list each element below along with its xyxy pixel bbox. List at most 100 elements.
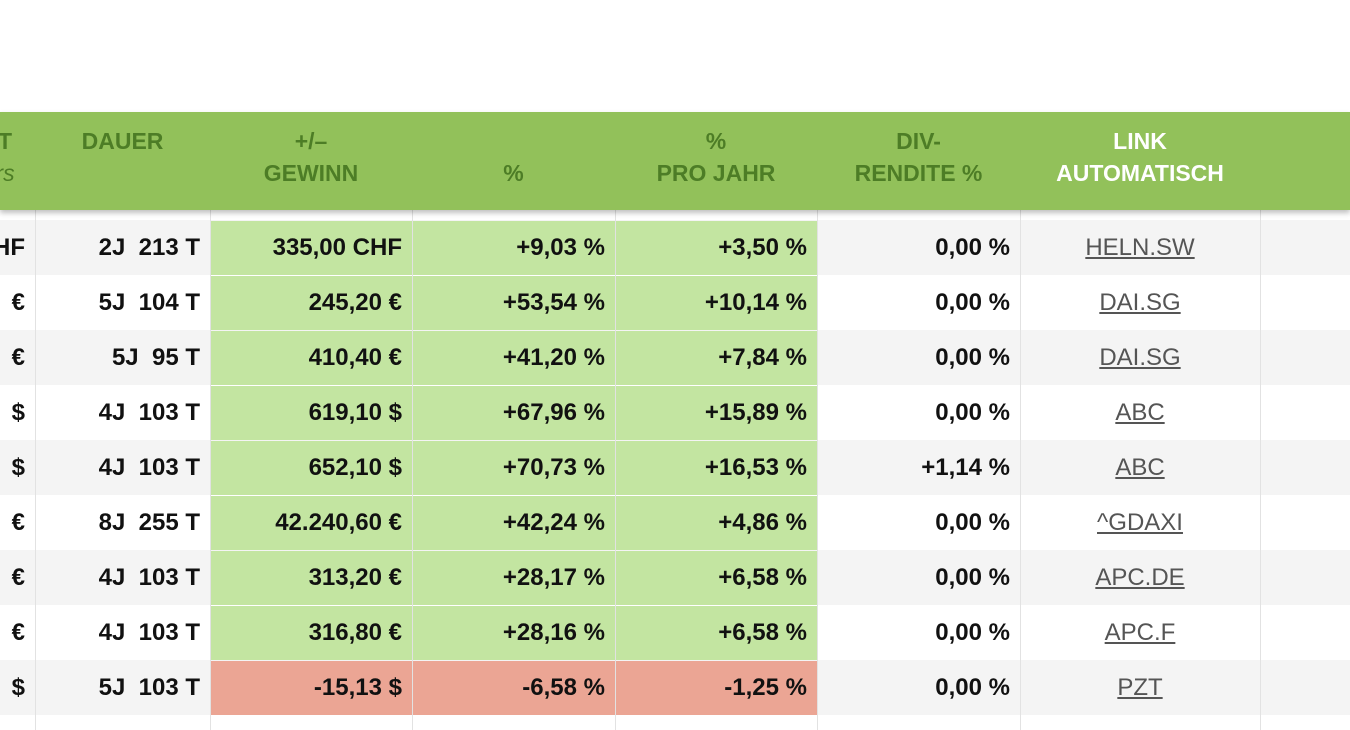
cell-text: +41,20 % xyxy=(502,344,605,371)
ticker-link[interactable]: ^GDAXI xyxy=(1097,509,1183,536)
cell-text: 4J 103 T xyxy=(98,619,200,646)
header-label: LINK xyxy=(1113,128,1167,154)
cell-highlight xyxy=(211,551,412,605)
cell-highlight xyxy=(211,276,412,330)
cell-text: 410,40 € xyxy=(308,344,402,371)
grid-line xyxy=(1020,210,1021,730)
cell-text: 0,00 % xyxy=(935,234,1010,261)
cell-text: +6,58 % xyxy=(718,564,807,591)
cell-text: +15,89 % xyxy=(704,399,807,426)
cell-highlight xyxy=(211,441,412,495)
cell-text: -15,13 $ xyxy=(313,674,402,701)
cell-highlight xyxy=(616,386,817,440)
header-label: GEWINN xyxy=(263,160,359,186)
cell-text: 2J 213 T xyxy=(98,234,200,261)
cell-highlight xyxy=(616,606,817,660)
cell-text: 42.240,60 € xyxy=(275,509,402,536)
cell-text: 4J 103 T xyxy=(98,564,200,591)
cell-text: 5J 103 T xyxy=(98,674,200,701)
header-label: PRO JAHR xyxy=(656,160,776,186)
cell-text: € xyxy=(11,289,25,316)
cell-text: € xyxy=(11,509,25,536)
cell-highlight xyxy=(616,276,817,330)
header-label: rs xyxy=(0,160,15,186)
cell-text: +7,84 % xyxy=(718,344,807,371)
ticker-link[interactable]: ABC xyxy=(1115,399,1165,426)
cell-highlight xyxy=(616,551,817,605)
cell-text: +16,53 % xyxy=(704,454,807,481)
header-label: DIV- xyxy=(896,128,941,154)
cell-text: +9,03 % xyxy=(516,234,605,261)
cell-text: $ xyxy=(11,454,25,481)
cell-text: +42,24 % xyxy=(502,509,605,536)
cell-text: -6,58 % xyxy=(522,674,605,701)
header-label: +/– xyxy=(294,128,328,154)
grid-line xyxy=(817,210,818,730)
cell-text: +67,96 % xyxy=(502,399,605,426)
grid-line xyxy=(35,210,36,730)
cell-text: 4J 103 T xyxy=(98,454,200,481)
cell-text: 335,00 CHF xyxy=(272,234,402,261)
cell-text: 0,00 % xyxy=(935,509,1010,536)
cell-text: 245,20 € xyxy=(308,289,402,316)
header-label: T xyxy=(0,128,13,154)
grid-line xyxy=(615,210,616,730)
cell-text: +3,50 % xyxy=(718,234,807,261)
cell-text: +6,58 % xyxy=(718,619,807,646)
cell-highlight xyxy=(211,331,412,385)
grid-line xyxy=(412,210,413,730)
cell-text: +10,14 % xyxy=(704,289,807,316)
header-band xyxy=(0,112,1350,210)
cell-highlight xyxy=(211,661,412,715)
cell-highlight xyxy=(616,441,817,495)
cell-highlight xyxy=(616,496,817,550)
cell-text: 652,10 $ xyxy=(308,454,402,481)
cell-highlight xyxy=(413,221,615,275)
cell-highlight xyxy=(413,661,615,715)
cell-text: 0,00 % xyxy=(935,399,1010,426)
cell-text: 313,20 € xyxy=(308,564,402,591)
cell-text: 0,00 % xyxy=(935,619,1010,646)
cell-highlight xyxy=(616,331,817,385)
cell-text: +4,86 % xyxy=(718,509,807,536)
cell-text: $ xyxy=(11,399,25,426)
cell-highlight xyxy=(413,496,615,550)
cell-text: € xyxy=(11,564,25,591)
header-label: % xyxy=(705,128,727,154)
cell-highlight xyxy=(211,221,412,275)
cell-text: +28,17 % xyxy=(502,564,605,591)
ticker-link[interactable]: APC.DE xyxy=(1095,564,1185,591)
cell-text: 5J 104 T xyxy=(98,289,200,316)
cell-text: 0,00 % xyxy=(935,564,1010,591)
cell-highlight xyxy=(413,606,615,660)
cell-text: € xyxy=(11,619,25,646)
cell-text: 619,10 $ xyxy=(308,399,402,426)
cell-highlight xyxy=(211,386,412,440)
header-label: % xyxy=(503,160,524,186)
cell-text: 8J 255 T xyxy=(98,509,200,536)
grid-line xyxy=(210,210,211,730)
ticker-link[interactable]: APC.F xyxy=(1104,619,1176,646)
header-label: DAUER xyxy=(81,128,164,154)
header-label: RENDITE % xyxy=(854,160,983,186)
cell-text: 0,00 % xyxy=(935,344,1010,371)
cell-text: 316,80 € xyxy=(308,619,402,646)
grid-line xyxy=(1260,210,1261,730)
cell-text: 0,00 % xyxy=(935,674,1010,701)
cell-text: +70,73 % xyxy=(502,454,605,481)
cell-highlight xyxy=(616,661,817,715)
cell-text: 4J 103 T xyxy=(98,399,200,426)
cell-text: € xyxy=(11,344,25,371)
cell-text: -1,25 % xyxy=(724,674,807,701)
cell-highlight xyxy=(413,441,615,495)
ticker-link[interactable]: ABC xyxy=(1115,454,1165,481)
ticker-link[interactable]: HELN.SW xyxy=(1085,234,1195,261)
cell-text: +53,54 % xyxy=(502,289,605,316)
ticker-link[interactable]: DAI.SG xyxy=(1099,289,1181,316)
cell-highlight xyxy=(413,276,615,330)
ticker-link[interactable]: DAI.SG xyxy=(1099,344,1181,371)
ticker-link[interactable]: PZT xyxy=(1117,674,1163,701)
cell-text: $ xyxy=(11,674,25,701)
cell-highlight xyxy=(413,386,615,440)
